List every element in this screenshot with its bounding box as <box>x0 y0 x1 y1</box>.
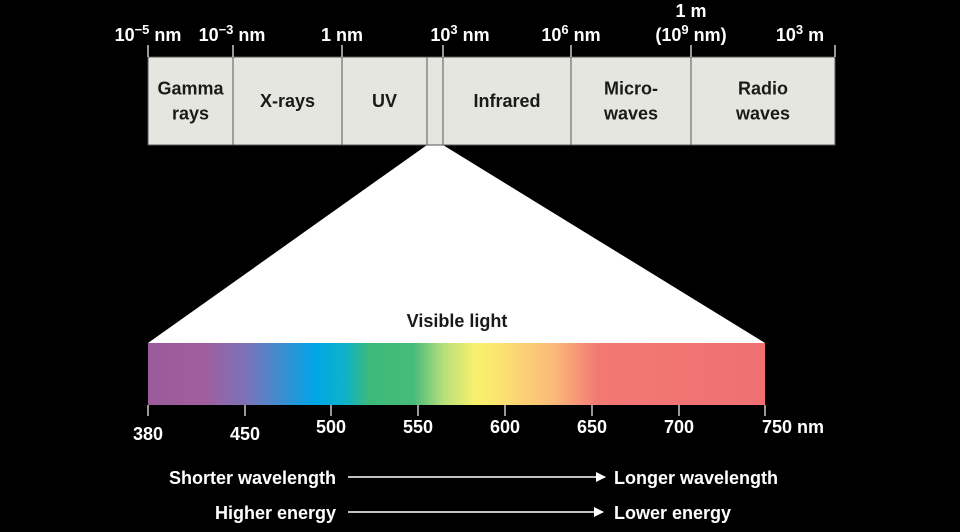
arrow-end-label: Longer wavelength <box>614 468 778 488</box>
label-unit: nm <box>458 25 490 45</box>
label-sup: 9 <box>681 22 688 37</box>
label-text: 1 nm <box>321 25 363 45</box>
scale-label: 106 nm <box>541 22 600 45</box>
label-sup: 3 <box>450 22 457 37</box>
label-text: 10 <box>199 25 219 45</box>
label-unit: nm <box>233 25 265 45</box>
band <box>570 56 692 146</box>
spectrum-label: 600 <box>490 417 520 437</box>
label-sup: −3 <box>219 22 234 37</box>
band-label: X-rays <box>260 91 315 111</box>
spectrum-label: 450 <box>230 424 260 444</box>
zoom-triangle <box>148 145 765 343</box>
band <box>426 56 444 146</box>
label-unit: m <box>803 25 824 45</box>
label-unit: nm <box>569 25 601 45</box>
band-label: rays <box>172 104 209 124</box>
band <box>442 56 572 146</box>
spectrum-label: 380 <box>133 424 163 444</box>
label-sup: −5 <box>135 22 150 37</box>
scale-label: 1 m <box>675 1 706 21</box>
arrow-end-label: Lower energy <box>614 503 731 523</box>
label-text: 10 <box>430 25 450 45</box>
spectrum-label: 500 <box>316 417 346 437</box>
label-text: 1 m <box>675 1 706 21</box>
label-text: 10 <box>541 25 561 45</box>
band-label: Gamma <box>157 79 224 99</box>
label-text: 10 <box>776 25 796 45</box>
spectrum-label: 650 <box>577 417 607 437</box>
band <box>232 56 343 146</box>
label-sup: 6 <box>561 22 568 37</box>
scale-label: 1 nm <box>321 25 363 45</box>
arrow-start-label: Shorter wavelength <box>169 468 336 488</box>
band-label: waves <box>603 104 658 124</box>
band-label: Micro- <box>604 79 658 99</box>
band <box>690 56 836 146</box>
label-unit: nm) <box>689 25 727 45</box>
label-text: 10 <box>115 25 135 45</box>
spectrum-label: 700 <box>664 417 694 437</box>
band <box>147 56 234 146</box>
scale-label: 10−3 nm <box>199 22 266 45</box>
band-label: Radio <box>738 79 788 99</box>
arrow-start-label: Higher energy <box>215 503 336 523</box>
spectrum-label: 550 <box>403 417 433 437</box>
label-text: (10 <box>655 25 681 45</box>
visible-title: Visible light <box>407 311 508 331</box>
band-label: Infrared <box>473 91 540 111</box>
spectrum-label: 750 nm <box>762 417 824 437</box>
scale-label: 10−5 nm <box>115 22 182 45</box>
label-sup: 3 <box>796 22 803 37</box>
label-unit: nm <box>149 25 181 45</box>
visible-spectrum <box>148 343 765 405</box>
band-label: waves <box>735 104 790 124</box>
scale-label: 103 nm <box>430 22 489 45</box>
scale-label: (109 nm) <box>655 22 726 45</box>
scale-label: 103 m <box>776 22 824 45</box>
band-label: UV <box>372 91 397 111</box>
